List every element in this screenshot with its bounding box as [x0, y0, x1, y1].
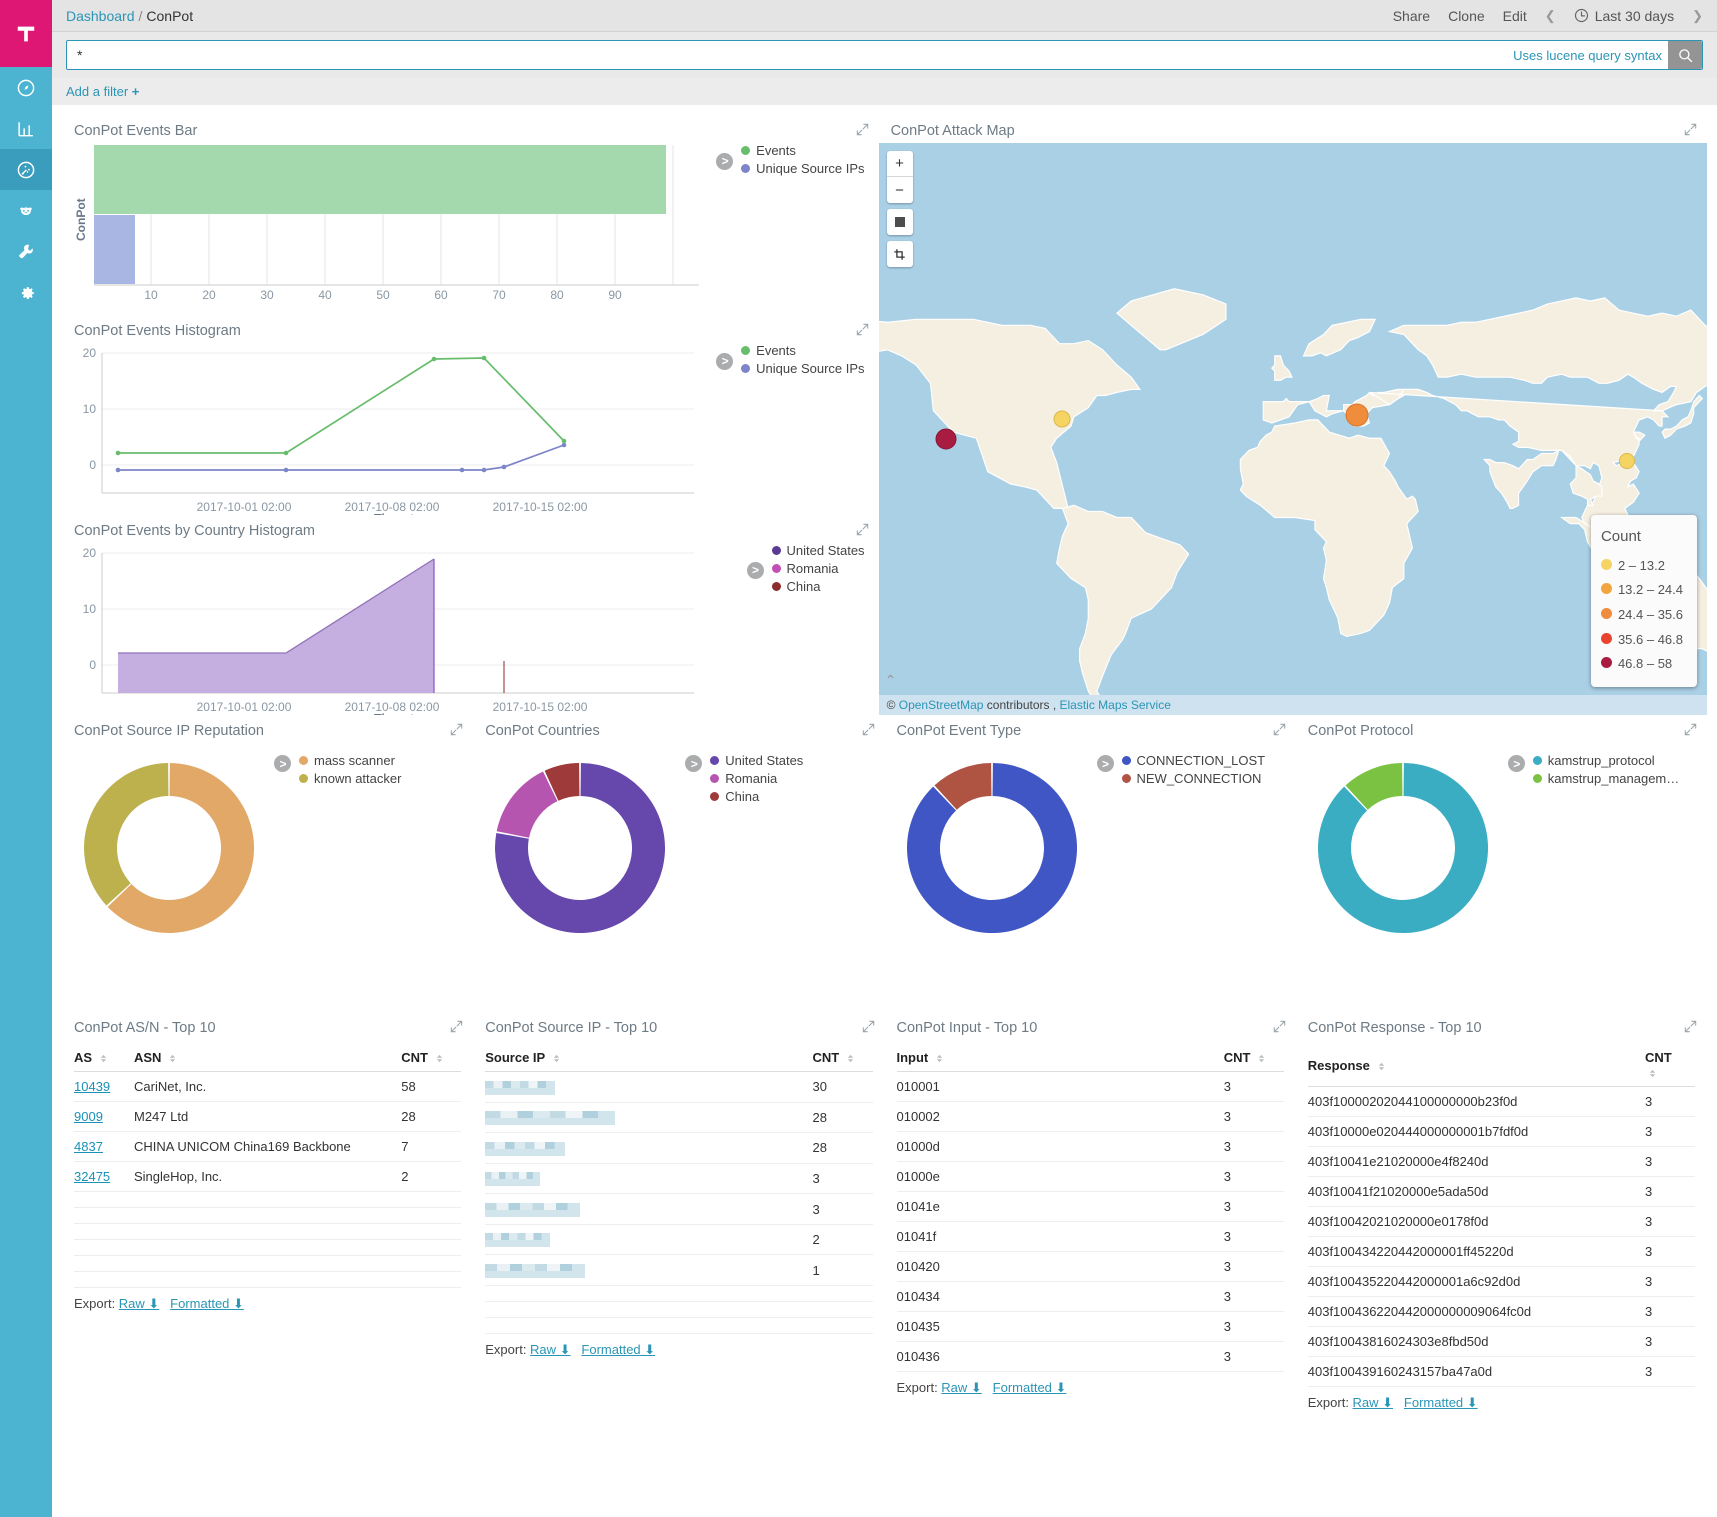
svg-text:10: 10 [144, 288, 158, 302]
svg-text:20: 20 [83, 546, 97, 560]
svg-text:0: 0 [89, 658, 96, 672]
svg-text:2017-10-15 02:00: 2017-10-15 02:00 [493, 500, 588, 514]
svg-text:2017-10-01 02:00: 2017-10-01 02:00 [197, 500, 292, 514]
svg-text:30: 30 [260, 288, 274, 302]
svg-text:80: 80 [550, 288, 564, 302]
svg-text:20: 20 [83, 346, 97, 360]
svg-text:0: 0 [89, 458, 96, 472]
svg-text:10: 10 [83, 602, 97, 616]
svg-text:90: 90 [608, 288, 622, 302]
svg-text:10: 10 [83, 402, 97, 416]
svg-text:2017-10-01 02:00: 2017-10-01 02:00 [197, 700, 292, 714]
svg-text:40: 40 [318, 288, 332, 302]
svg-text:60: 60 [434, 288, 448, 302]
svg-text:70: 70 [492, 288, 506, 302]
svg-text:50: 50 [376, 288, 390, 302]
svg-text:2017-10-15 02:00: 2017-10-15 02:00 [493, 700, 588, 714]
svg-text:20: 20 [202, 288, 216, 302]
